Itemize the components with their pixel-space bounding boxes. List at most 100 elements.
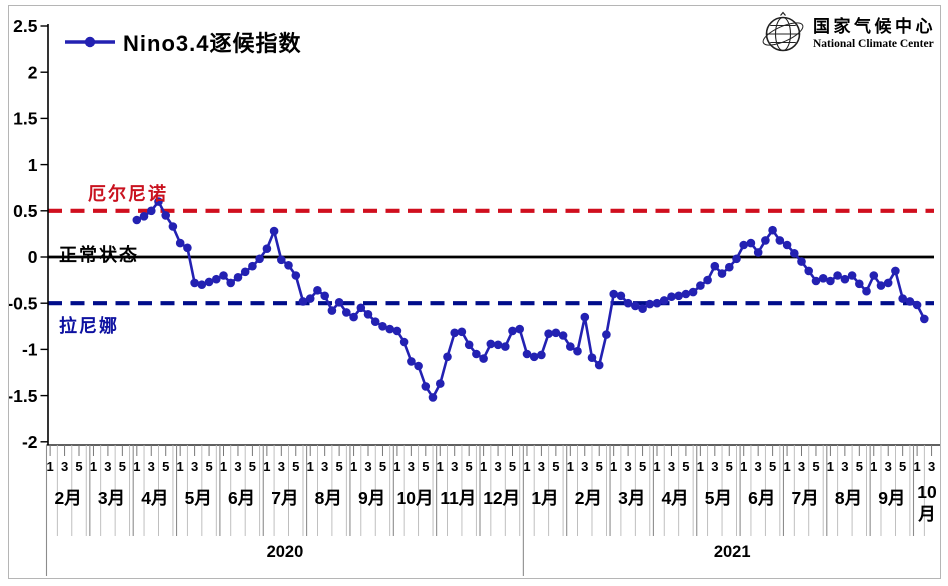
data-point	[457, 327, 467, 337]
data-point	[761, 236, 770, 245]
data-point	[753, 248, 763, 257]
pentad-label: 3	[278, 459, 285, 474]
data-point	[327, 306, 337, 315]
data-point	[342, 308, 351, 317]
data-point	[212, 274, 221, 284]
la-nina-threshold-label: 拉尼娜	[59, 316, 119, 336]
data-point	[522, 349, 532, 359]
y-tick-label: -1.5	[7, 386, 37, 406]
pentad-label: 5	[639, 459, 646, 474]
data-point	[847, 271, 857, 280]
month-label: 9月	[358, 488, 385, 508]
figure-border	[8, 5, 941, 579]
data-point	[392, 326, 402, 336]
data-point	[855, 279, 864, 289]
month-label: 8月	[315, 488, 342, 508]
pentad-label: 3	[321, 459, 328, 474]
data-point	[869, 271, 879, 280]
pentad-label: 1	[740, 459, 747, 474]
pentad-label: 1	[220, 459, 227, 474]
pentad-label: 1	[263, 459, 270, 474]
data-point	[768, 225, 777, 235]
data-point	[385, 324, 395, 334]
data-point	[298, 297, 308, 306]
pentad-label: 5	[856, 459, 863, 474]
data-point	[609, 289, 618, 299]
pentad-label: 1	[610, 459, 617, 474]
data-point	[703, 275, 712, 285]
pentad-label: 5	[379, 459, 386, 474]
data-point	[443, 352, 452, 362]
legend-label: Nino3.4逐候指数	[123, 31, 302, 56]
data-point	[905, 297, 915, 306]
data-point	[558, 331, 568, 340]
data-point	[537, 350, 546, 360]
data-point	[464, 340, 474, 350]
pentad-label: 1	[870, 459, 877, 474]
pentad-label: 3	[624, 459, 631, 474]
legend: Nino3.4逐候指数	[64, 26, 301, 58]
data-point	[349, 312, 358, 322]
data-point	[862, 286, 871, 296]
y-tick-label: 2.5	[13, 16, 38, 36]
data-point	[746, 238, 756, 248]
data-point	[421, 382, 431, 391]
pentad-label: 1	[307, 459, 314, 474]
data-point	[168, 222, 178, 231]
data-point	[891, 266, 900, 276]
pentad-label: 3	[841, 459, 848, 474]
data-point	[269, 226, 279, 236]
pentad-label: 5	[812, 459, 819, 474]
ncc-logo-text: 国家气候中心 National Climate Center	[813, 16, 936, 52]
month-label: 5月	[705, 488, 732, 508]
data-point	[797, 257, 806, 266]
pentad-label: 5	[119, 459, 126, 474]
data-point	[587, 353, 597, 363]
pentad-label: 3	[538, 459, 545, 474]
data-point	[240, 267, 250, 277]
data-point	[501, 342, 510, 351]
month-label: 3月	[98, 488, 125, 508]
data-point	[898, 294, 907, 303]
data-point	[161, 211, 170, 220]
pentad-label: 3	[61, 459, 68, 474]
pentad-label: 3	[581, 459, 588, 474]
data-point	[782, 240, 792, 250]
month-label: 10月	[396, 488, 433, 508]
data-point	[631, 301, 640, 311]
data-point	[566, 342, 575, 351]
data-point	[594, 360, 604, 370]
pentad-label: 3	[234, 459, 241, 474]
data-point	[790, 249, 799, 258]
data-point	[732, 254, 741, 264]
pentad-label: 1	[913, 459, 920, 474]
data-point	[204, 277, 214, 287]
data-point	[811, 276, 821, 286]
data-point	[529, 352, 539, 362]
pentad-label: 5	[466, 459, 473, 474]
data-point	[580, 312, 590, 322]
pentad-label: 1	[783, 459, 790, 474]
pentad-label: 3	[885, 459, 892, 474]
ncc-name-en: National Climate Center	[813, 38, 934, 51]
pentad-label: 1	[393, 459, 400, 474]
data-point	[320, 291, 330, 301]
month-label: 2月	[55, 488, 82, 508]
data-point	[154, 197, 163, 206]
legend-line-marker-icon	[65, 36, 115, 48]
pentad-label: 5	[726, 459, 733, 474]
month-label: 6月	[228, 488, 255, 508]
data-point	[305, 294, 315, 303]
year-label: 2021	[714, 543, 751, 561]
month-label: 3月	[618, 488, 645, 508]
data-point	[515, 324, 524, 334]
data-point	[717, 269, 727, 278]
data-point	[645, 299, 655, 309]
data-point	[356, 303, 366, 313]
y-tick-label: 0.5	[13, 201, 38, 221]
data-point	[219, 271, 228, 280]
data-point	[197, 280, 207, 290]
data-point	[775, 236, 785, 245]
pentad-label: 1	[177, 459, 184, 474]
data-point	[486, 339, 496, 349]
